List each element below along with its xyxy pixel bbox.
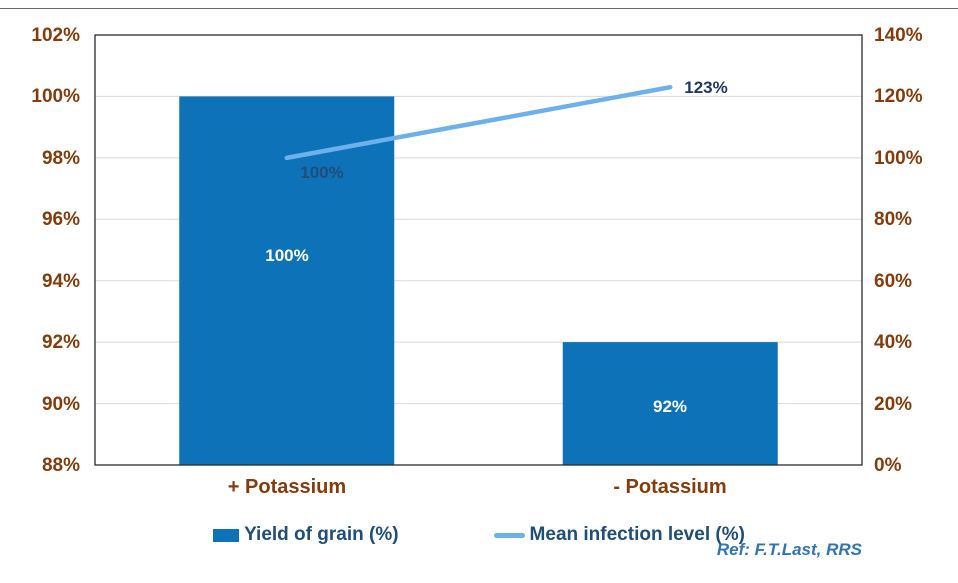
legend-item-yield: Yield of grain (%) xyxy=(213,524,399,546)
bar-0 xyxy=(179,96,395,465)
legend-item-infection: Mean infection level (%) xyxy=(493,524,745,546)
chart-frame-top xyxy=(0,8,958,9)
bar-value-label-0: 100% xyxy=(265,246,309,265)
legend-label-infection: Mean infection level (%) xyxy=(529,524,745,545)
line-value-label-0: 100% xyxy=(300,163,344,182)
infection-series-swatch-icon xyxy=(493,532,525,538)
legend-label-yield: Yield of grain (%) xyxy=(244,524,399,545)
bar-1 xyxy=(562,342,778,465)
line-value-label-1: 123% xyxy=(684,78,728,97)
left-axis-tick-3: 96% xyxy=(41,209,80,230)
legend: Yield of grain (%) Mean infection level … xyxy=(0,522,958,548)
right-axis-tick-0: 140% xyxy=(874,25,923,46)
plot-border xyxy=(94,34,863,466)
right-axis-tick-2: 100% xyxy=(874,148,923,169)
right-axis-tick-5: 40% xyxy=(874,332,913,353)
left-axis-tick-0: 102% xyxy=(31,25,80,46)
left-axis-tick-2: 98% xyxy=(41,148,80,169)
left-axis-tick-5: 92% xyxy=(41,332,80,353)
category-label-plus-potassium: + Potassium xyxy=(227,476,347,498)
infection-level-line xyxy=(284,84,673,161)
left-axis-tick-4: 94% xyxy=(41,271,80,292)
right-axis-tick-7: 0% xyxy=(874,455,902,476)
reference-note: Ref: F.T.Last, RRS xyxy=(716,540,862,559)
bar-value-label-1: 92% xyxy=(652,397,688,416)
right-axis-tick-4: 60% xyxy=(874,271,913,292)
left-axis-tick-6: 90% xyxy=(41,394,80,415)
right-axis-tick-1: 120% xyxy=(874,86,923,107)
right-axis-tick-6: 20% xyxy=(874,394,913,415)
left-axis-tick-7: 88% xyxy=(41,455,80,476)
yield-series-swatch-icon xyxy=(213,528,240,542)
right-axis-tick-3: 80% xyxy=(874,209,913,230)
category-label-minus-potassium: - Potassium xyxy=(613,476,727,498)
left-axis-tick-1: 100% xyxy=(31,86,80,107)
